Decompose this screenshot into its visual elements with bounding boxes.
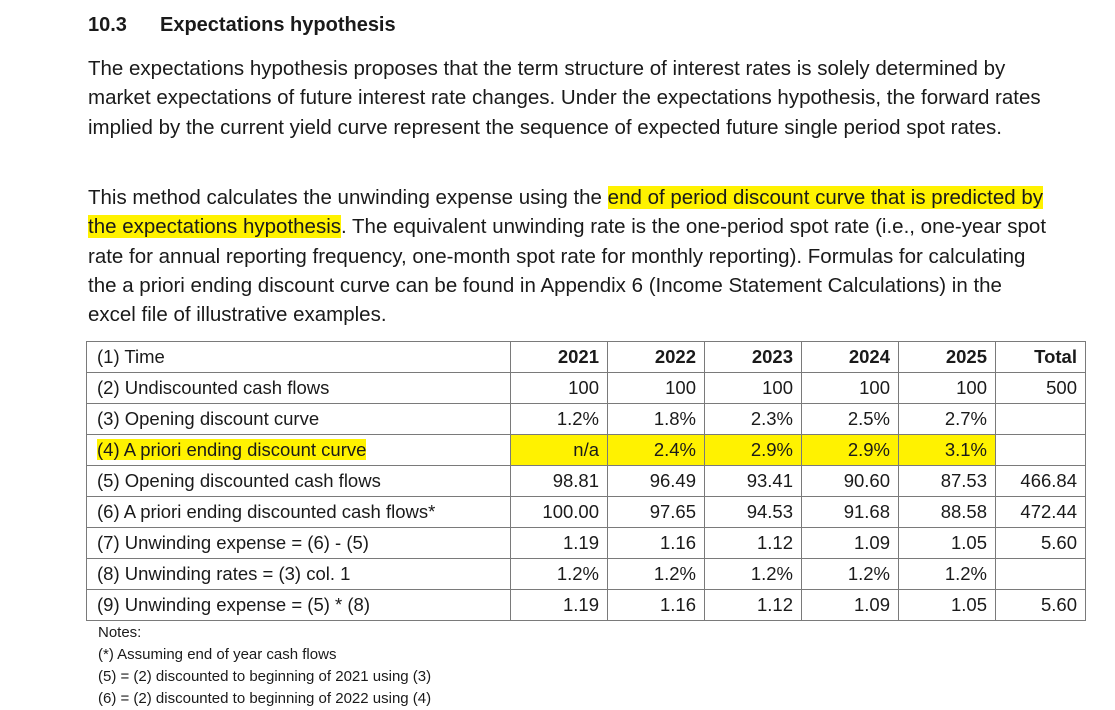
- table-row: (3) Opening discount curve 1.2% 1.8% 2.3…: [86, 403, 1086, 435]
- cell-value: 1.2%: [510, 558, 608, 590]
- row-label: (9) Unwinding expense = (5) * (8): [86, 589, 511, 621]
- cell-value: 96.49: [607, 465, 705, 497]
- cell-value: 90.60: [801, 465, 899, 497]
- table-header-row: (1) Time 2021 2022 2023 2024 2025 Total: [86, 341, 1086, 373]
- cell-value: 100: [607, 372, 705, 404]
- cell-value: 2.4%: [607, 434, 705, 466]
- paragraph-method: This method calculates the unwinding exp…: [88, 183, 1048, 329]
- cell-value: n/a: [510, 434, 608, 466]
- cell-value: 2.9%: [801, 434, 899, 466]
- table-row: (9) Unwinding expense = (5) * (8) 1.19 1…: [86, 589, 1086, 621]
- cell-value: 1.16: [607, 589, 705, 621]
- cell-value: 100: [898, 372, 996, 404]
- header-year: 2024: [801, 341, 899, 373]
- row-label: (2) Undiscounted cash flows: [86, 372, 511, 404]
- section-title: Expectations hypothesis: [160, 14, 396, 36]
- cell-total: 472.44: [995, 496, 1086, 528]
- table-row: (6) A priori ending discounted cash flow…: [86, 496, 1086, 528]
- cell-total: 466.84: [995, 465, 1086, 497]
- cell-value: 1.2%: [704, 558, 802, 590]
- cell-value: 98.81: [510, 465, 608, 497]
- cell-value: 1.09: [801, 527, 899, 559]
- cell-total: 5.60: [995, 589, 1086, 621]
- cell-value: 3.1%: [898, 434, 996, 466]
- table-row: (2) Undiscounted cash flows 100 100 100 …: [86, 372, 1086, 404]
- section-heading: 10.3 Expectations hypothesis: [88, 14, 396, 37]
- cell-value: 91.68: [801, 496, 899, 528]
- cell-value: 1.05: [898, 589, 996, 621]
- cell-value: 2.7%: [898, 403, 996, 435]
- cell-value: 2.5%: [801, 403, 899, 435]
- notes-title: Notes:: [98, 624, 142, 641]
- cell-value: 1.2%: [607, 558, 705, 590]
- table-row-highlighted: (4) A priori ending discount curve n/a 2…: [86, 434, 1086, 466]
- cell-value: 2.9%: [704, 434, 802, 466]
- cell-value: 97.65: [607, 496, 705, 528]
- cell-total: [995, 434, 1086, 466]
- cell-total: [995, 558, 1086, 590]
- cell-value: 1.19: [510, 527, 608, 559]
- cell-value: 2.3%: [704, 403, 802, 435]
- highlighted-row-label: (4) A priori ending discount curve: [97, 439, 367, 460]
- cell-value: 1.8%: [607, 403, 705, 435]
- cell-value: 87.53: [898, 465, 996, 497]
- cell-value: 100: [801, 372, 899, 404]
- row-label: (6) A priori ending discounted cash flow…: [86, 496, 511, 528]
- cell-value: 1.19: [510, 589, 608, 621]
- note-line: (5) = (2) discounted to beginning of 202…: [98, 668, 432, 685]
- paragraph-method-end: . The equivalent unwinding rate is the o…: [88, 215, 1047, 327]
- cell-value: 100.00: [510, 496, 608, 528]
- row-label: (5) Opening discounted cash flows: [86, 465, 511, 497]
- cell-value: 1.12: [704, 589, 802, 621]
- cell-value: 100: [704, 372, 802, 404]
- header-year: 2023: [704, 341, 802, 373]
- section-number: 10.3: [88, 14, 127, 36]
- header-year: 2025: [898, 341, 996, 373]
- table-row: (8) Unwinding rates = (3) col. 1 1.2% 1.…: [86, 558, 1086, 590]
- calculation-table: (1) Time 2021 2022 2023 2024 2025 Total …: [86, 341, 1086, 621]
- cell-value: 88.58: [898, 496, 996, 528]
- cell-value: 1.09: [801, 589, 899, 621]
- header-label: (1) Time: [86, 341, 511, 373]
- cell-value: 1.2%: [801, 558, 899, 590]
- note-line: (*) Assuming end of year cash flows: [98, 646, 337, 663]
- cell-value: 1.2%: [510, 403, 608, 435]
- cell-value: 1.12: [704, 527, 802, 559]
- cell-value: 1.05: [898, 527, 996, 559]
- row-label: (7) Unwinding expense = (6) - (5): [86, 527, 511, 559]
- header-year: 2021: [510, 341, 608, 373]
- paragraph-method-start: This method calculates the unwinding exp…: [88, 186, 608, 209]
- cell-total: [995, 403, 1086, 435]
- header-year: 2022: [607, 341, 705, 373]
- paragraph-intro: The expectations hypothesis proposes tha…: [88, 57, 1041, 139]
- cell-value: 1.16: [607, 527, 705, 559]
- row-label: (4) A priori ending discount curve: [86, 434, 511, 466]
- cell-value: 94.53: [704, 496, 802, 528]
- cell-value: 93.41: [704, 465, 802, 497]
- cell-value: 100: [510, 372, 608, 404]
- cell-value: 1.2%: [898, 558, 996, 590]
- note-line: (6) = (2) discounted to beginning of 202…: [98, 690, 432, 707]
- header-total: Total: [995, 341, 1086, 373]
- cell-total: 5.60: [995, 527, 1086, 559]
- notes-section: Notes: (*) Assuming end of year cash flo…: [98, 622, 431, 710]
- cell-total: 500: [995, 372, 1086, 404]
- table-row: (7) Unwinding expense = (6) - (5) 1.19 1…: [86, 527, 1086, 559]
- row-label: (3) Opening discount curve: [86, 403, 511, 435]
- table-row: (5) Opening discounted cash flows 98.81 …: [86, 465, 1086, 497]
- row-label: (8) Unwinding rates = (3) col. 1: [86, 558, 511, 590]
